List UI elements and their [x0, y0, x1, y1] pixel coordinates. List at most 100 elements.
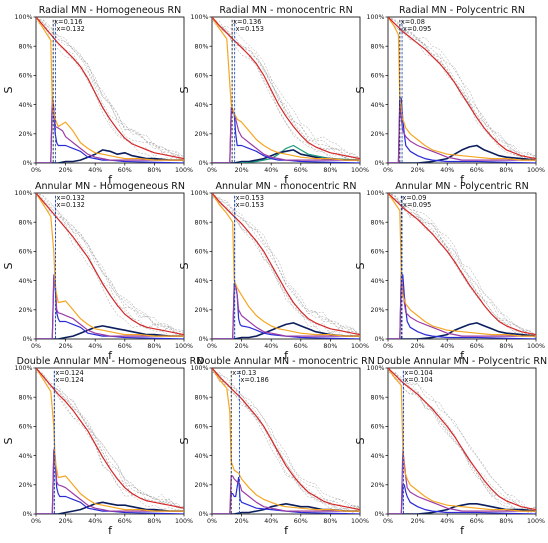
ensemble-curve	[212, 371, 360, 510]
y-axis-label: S	[354, 437, 367, 444]
x-tick-label: 40%	[440, 167, 454, 174]
threshold-annotation-1: x=0.08	[401, 18, 425, 26]
series-navy	[36, 149, 184, 163]
y-axis-label: S	[2, 437, 15, 444]
x-tick-label: 20%	[59, 167, 73, 174]
y-tick-label: 0%	[23, 336, 33, 343]
x-tick-label: 20%	[235, 167, 249, 174]
plot-lines	[212, 368, 360, 514]
y-tick-label: 60%	[195, 249, 209, 256]
ensemble-curve	[212, 368, 360, 509]
x-tick-label: 40%	[88, 343, 102, 350]
y-tick-label: 0%	[375, 511, 385, 518]
series-orange	[36, 193, 184, 337]
ensemble-curve	[36, 193, 184, 332]
x-tick-label: 60%	[470, 167, 484, 174]
x-tick-label: 40%	[264, 343, 278, 350]
y-tick-label: 20%	[371, 131, 385, 138]
ensemble-curve	[212, 197, 360, 337]
ensemble-curve	[388, 17, 536, 159]
y-tick-label: 40%	[19, 453, 33, 460]
y-tick-label: 20%	[19, 482, 33, 489]
threshold-annotation-2: x=0.124	[55, 376, 83, 384]
series-purple	[212, 285, 360, 339]
y-axis-label: S	[2, 262, 15, 269]
x-tick-label: 20%	[411, 167, 425, 174]
x-tick-label: 20%	[411, 343, 425, 350]
series-red	[388, 368, 536, 511]
ensemble-curve	[212, 371, 360, 510]
series-purple	[388, 104, 536, 163]
y-tick-label: 100%	[190, 190, 208, 197]
series-navy	[36, 501, 184, 514]
plot-lines	[388, 368, 536, 514]
x-tick-label: 80%	[147, 343, 161, 350]
x-tick-label: 60%	[118, 518, 132, 525]
y-tick-label: 80%	[371, 394, 385, 401]
y-tick-label: 40%	[371, 278, 385, 285]
plot-lines	[388, 193, 536, 339]
y-tick-label: 80%	[195, 219, 209, 226]
ensemble-curve	[36, 193, 184, 337]
y-tick-label: 0%	[199, 336, 209, 343]
threshold-annotation-1: x=0.09	[402, 194, 426, 202]
y-tick-label: 0%	[199, 160, 209, 167]
threshold-annotation-2: x=0.186	[241, 376, 269, 384]
panel-title: Double Annular MN - Homogeneous RN	[17, 356, 204, 367]
panel-8: x=0.13x=0.186 Double Annular MN - monocen…	[178, 356, 375, 537]
ensemble-curve	[212, 369, 360, 512]
x-tick-label: 80%	[147, 167, 161, 174]
panel-title: Double Annular MN - Polycentric RN	[377, 356, 547, 367]
x-tick-label: 20%	[59, 518, 73, 525]
plot-frame	[35, 192, 185, 340]
x-tick-label: 60%	[294, 343, 308, 350]
ensemble-curve	[388, 368, 536, 512]
plot-frame	[35, 16, 185, 164]
y-tick-label: 80%	[371, 43, 385, 50]
threshold-annotation-1: x=0.136	[233, 18, 261, 26]
ensemble-curve	[36, 368, 184, 509]
ensemble-curve	[212, 371, 360, 509]
ensemble-curve	[388, 193, 536, 337]
series-orange	[212, 193, 360, 337]
threshold-annotation-2: x=0.153	[236, 25, 264, 33]
ensemble-curve	[36, 368, 184, 511]
series-orange	[388, 193, 536, 337]
y-tick-label: 80%	[371, 219, 385, 226]
ensemble-curve	[212, 193, 360, 338]
series-blue	[212, 111, 360, 163]
threshold-annotation-1: x=0.116	[54, 18, 82, 26]
x-tick-label: 100%	[351, 343, 369, 350]
panel-6: x=0.09x=0.095 Annular MN - Polycentric RN…	[354, 181, 545, 362]
x-tick-label: 100%	[175, 518, 193, 525]
x-tick-label: 0%	[383, 167, 393, 174]
plot-frame	[211, 192, 361, 340]
plot-frame	[387, 16, 537, 164]
panel-title: Radial MN - monocentric RN	[219, 5, 352, 16]
panel-title: Annular MN - Polycentric RN	[395, 181, 529, 192]
threshold-annotation-2: x=0.095	[403, 201, 431, 209]
ensemble-curve	[212, 193, 360, 336]
threshold-annotation-2: x=0.132	[57, 201, 85, 209]
x-tick-label: 60%	[294, 167, 308, 174]
ensemble-curve	[388, 368, 536, 514]
ensemble-curve	[36, 368, 184, 509]
series-navy	[388, 144, 536, 163]
series-orange	[388, 17, 536, 161]
y-tick-label: 80%	[19, 219, 33, 226]
x-tick-label: 0%	[31, 518, 41, 525]
x-tick-label: 40%	[264, 167, 278, 174]
x-tick-label: 80%	[499, 343, 513, 350]
x-axis-label: f	[460, 524, 465, 537]
ensemble-curve	[36, 18, 184, 163]
series-navy	[388, 322, 536, 339]
x-tick-label: 20%	[411, 518, 425, 525]
series-red	[388, 193, 536, 336]
y-tick-label: 100%	[14, 190, 32, 197]
x-tick-label: 0%	[383, 518, 393, 525]
ensemble-curve	[36, 195, 184, 338]
y-tick-label: 60%	[19, 249, 33, 256]
